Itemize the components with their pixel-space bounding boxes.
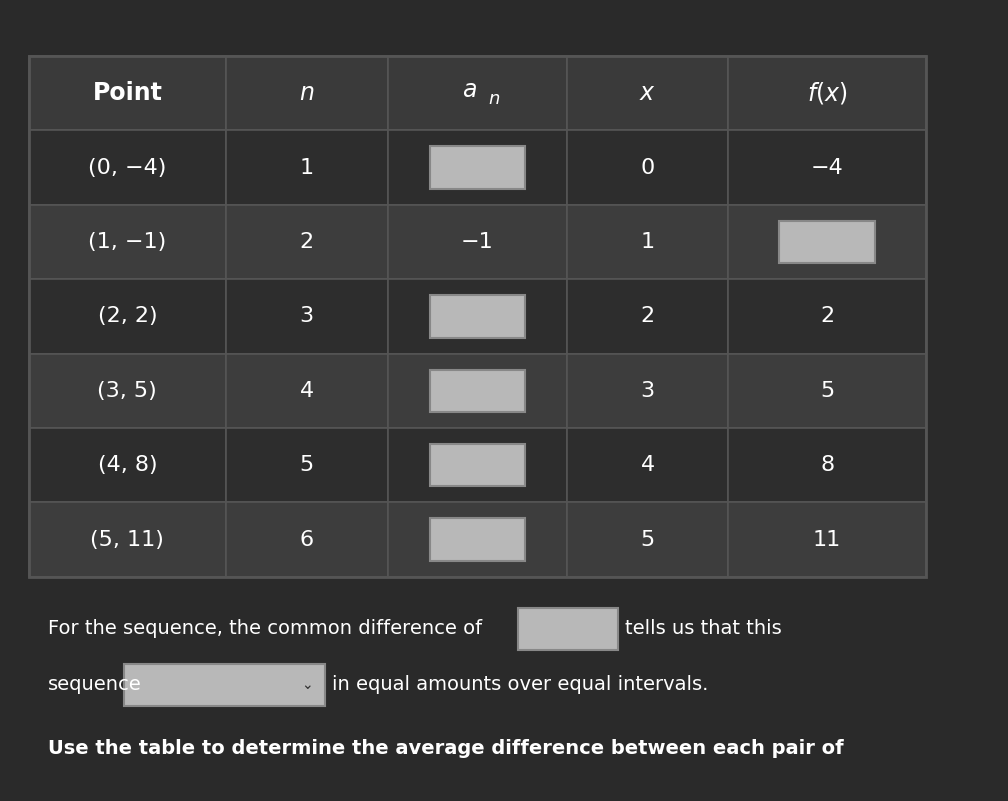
FancyBboxPatch shape [429,295,525,338]
Text: $f(x)$: $f(x)$ [806,80,848,107]
Text: $n$: $n$ [299,81,314,105]
FancyBboxPatch shape [28,56,226,131]
FancyBboxPatch shape [226,280,387,353]
FancyBboxPatch shape [429,518,525,561]
Text: (2, 2): (2, 2) [98,307,157,326]
Text: $a$: $a$ [462,78,477,102]
FancyBboxPatch shape [729,131,926,205]
FancyBboxPatch shape [226,205,387,280]
Text: 11: 11 [813,529,842,549]
FancyBboxPatch shape [729,56,926,131]
Text: Use the table to determine the average difference between each pair of: Use the table to determine the average d… [47,739,844,759]
FancyBboxPatch shape [387,502,566,577]
Text: (0, −4): (0, −4) [88,158,166,178]
Text: For the sequence, the common difference of: For the sequence, the common difference … [47,619,482,638]
Text: ⌄: ⌄ [301,678,313,692]
FancyBboxPatch shape [226,131,387,205]
FancyBboxPatch shape [729,205,926,280]
Text: −4: −4 [810,158,844,178]
FancyBboxPatch shape [226,502,387,577]
Text: 4: 4 [641,455,655,475]
FancyBboxPatch shape [387,205,566,280]
Text: in equal amounts over equal intervals.: in equal amounts over equal intervals. [333,675,709,694]
Text: 1: 1 [299,158,313,178]
Text: (4, 8): (4, 8) [98,455,157,475]
Text: 0: 0 [641,158,655,178]
Text: (5, 11): (5, 11) [91,529,164,549]
FancyBboxPatch shape [566,280,729,353]
Text: Point: Point [93,81,162,105]
FancyBboxPatch shape [124,664,325,706]
Text: tells us that this: tells us that this [625,619,782,638]
FancyBboxPatch shape [226,56,387,131]
FancyBboxPatch shape [429,147,525,189]
FancyBboxPatch shape [387,353,566,428]
FancyBboxPatch shape [566,205,729,280]
Text: $x$: $x$ [639,81,656,105]
Text: (3, 5): (3, 5) [98,380,157,400]
Text: 6: 6 [299,529,313,549]
FancyBboxPatch shape [429,444,525,486]
FancyBboxPatch shape [28,205,226,280]
FancyBboxPatch shape [566,428,729,502]
FancyBboxPatch shape [28,280,226,353]
FancyBboxPatch shape [518,608,618,650]
FancyBboxPatch shape [28,131,226,205]
Text: −1: −1 [461,232,494,252]
FancyBboxPatch shape [387,280,566,353]
Text: sequence: sequence [47,675,141,694]
FancyBboxPatch shape [387,428,566,502]
Text: 1: 1 [641,232,655,252]
Text: 5: 5 [299,455,313,475]
FancyBboxPatch shape [226,353,387,428]
Text: 8: 8 [821,455,835,475]
Text: 2: 2 [641,307,655,326]
FancyBboxPatch shape [387,131,566,205]
FancyBboxPatch shape [729,280,926,353]
Text: (1, −1): (1, −1) [89,232,166,252]
Text: 3: 3 [299,307,313,326]
FancyBboxPatch shape [28,502,226,577]
Text: 5: 5 [641,529,655,549]
Text: 3: 3 [641,380,655,400]
FancyBboxPatch shape [566,353,729,428]
FancyBboxPatch shape [226,428,387,502]
FancyBboxPatch shape [28,353,226,428]
Text: 4: 4 [299,380,313,400]
FancyBboxPatch shape [729,353,926,428]
FancyBboxPatch shape [429,369,525,412]
FancyBboxPatch shape [387,56,566,131]
Text: $n$: $n$ [488,90,501,108]
Text: 2: 2 [299,232,313,252]
FancyBboxPatch shape [729,502,926,577]
FancyBboxPatch shape [28,428,226,502]
Text: 2: 2 [821,307,835,326]
FancyBboxPatch shape [566,131,729,205]
FancyBboxPatch shape [779,221,875,264]
Text: 5: 5 [821,380,835,400]
FancyBboxPatch shape [566,502,729,577]
FancyBboxPatch shape [729,428,926,502]
FancyBboxPatch shape [566,56,729,131]
